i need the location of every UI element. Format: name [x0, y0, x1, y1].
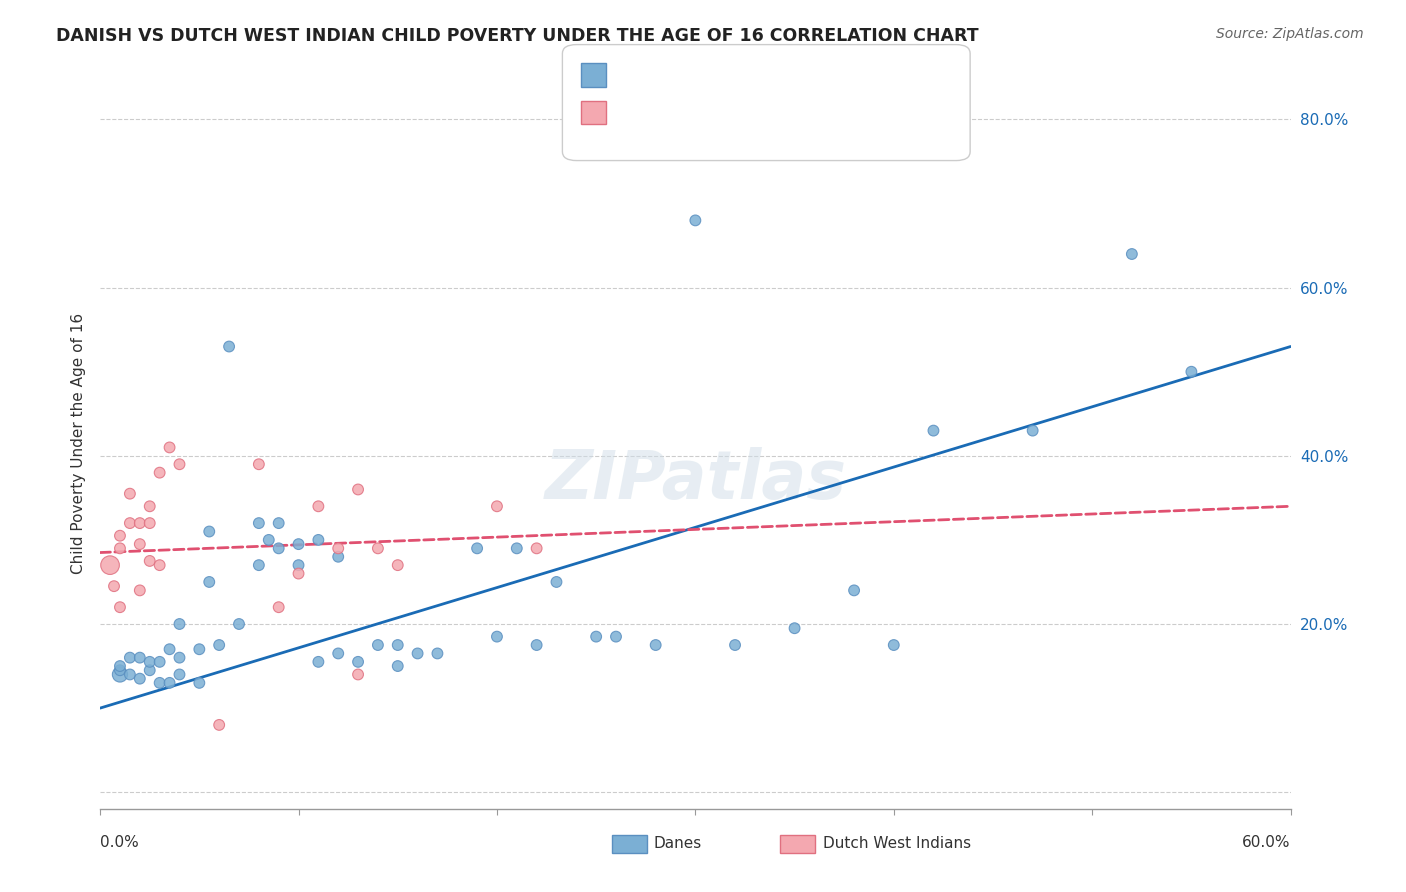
Point: [426, 647, 449, 661]
Point: [169, 667, 191, 681]
Point: [247, 516, 270, 530]
Point: [406, 647, 429, 661]
Text: R = 0.537: R = 0.537: [614, 65, 697, 83]
Point: [1180, 365, 1202, 379]
Point: [685, 213, 707, 227]
Point: [922, 424, 945, 438]
Point: [367, 541, 389, 556]
Point: [118, 667, 141, 681]
Text: 60.0%: 60.0%: [1241, 836, 1291, 850]
Point: [307, 655, 329, 669]
Point: [724, 638, 747, 652]
Point: [287, 558, 309, 573]
Point: [347, 667, 370, 681]
Point: [328, 647, 350, 661]
Point: [138, 655, 160, 669]
Point: [328, 541, 350, 556]
Point: [188, 642, 211, 657]
Point: [128, 672, 150, 686]
Point: [465, 541, 488, 556]
Point: [108, 667, 131, 681]
Point: [128, 650, 150, 665]
Point: [149, 558, 172, 573]
Point: [108, 663, 131, 677]
Point: [128, 516, 150, 530]
Text: N = 29: N = 29: [731, 103, 789, 120]
Point: [118, 516, 141, 530]
Point: [138, 500, 160, 514]
Point: [138, 554, 160, 568]
Point: [98, 558, 121, 573]
Point: [1121, 247, 1143, 261]
Point: [169, 457, 191, 471]
Point: [1021, 424, 1043, 438]
Text: 0.0%: 0.0%: [100, 836, 139, 850]
Point: [198, 524, 221, 539]
Point: [307, 500, 329, 514]
Point: [118, 650, 141, 665]
Point: [267, 600, 290, 615]
Point: [526, 638, 548, 652]
Text: Source: ZipAtlas.com: Source: ZipAtlas.com: [1216, 27, 1364, 41]
Point: [208, 718, 231, 732]
Point: [138, 516, 160, 530]
Point: [218, 339, 240, 353]
Point: [169, 650, 191, 665]
Point: [347, 483, 370, 497]
Point: [287, 566, 309, 581]
Point: [159, 676, 181, 690]
Point: [108, 541, 131, 556]
Point: [108, 659, 131, 673]
Point: [367, 638, 389, 652]
Point: [546, 574, 568, 589]
Point: [188, 676, 211, 690]
Point: [149, 466, 172, 480]
Text: ZIPatlas: ZIPatlas: [544, 447, 846, 513]
Point: [228, 617, 250, 632]
Point: [149, 676, 172, 690]
Point: [485, 500, 508, 514]
Point: [842, 583, 865, 598]
Point: [644, 638, 666, 652]
Point: [159, 642, 181, 657]
Point: [198, 574, 221, 589]
Point: [307, 533, 329, 547]
Point: [128, 583, 150, 598]
Point: [169, 617, 191, 632]
Point: [208, 638, 231, 652]
Point: [138, 663, 160, 677]
Point: [108, 529, 131, 543]
Point: [267, 516, 290, 530]
Point: [883, 638, 905, 652]
Text: Dutch West Indians: Dutch West Indians: [823, 837, 970, 851]
Point: [605, 630, 627, 644]
Point: [485, 630, 508, 644]
Point: [387, 659, 409, 673]
Text: N = 57: N = 57: [731, 65, 789, 83]
Point: [257, 533, 280, 547]
Y-axis label: Child Poverty Under the Age of 16: Child Poverty Under the Age of 16: [72, 313, 86, 574]
Text: DANISH VS DUTCH WEST INDIAN CHILD POVERTY UNDER THE AGE OF 16 CORRELATION CHART: DANISH VS DUTCH WEST INDIAN CHILD POVERT…: [56, 27, 979, 45]
Point: [328, 549, 350, 564]
Point: [506, 541, 529, 556]
Point: [159, 441, 181, 455]
Point: [347, 655, 370, 669]
Point: [387, 558, 409, 573]
Point: [585, 630, 607, 644]
Point: [108, 600, 131, 615]
Point: [526, 541, 548, 556]
Point: [247, 457, 270, 471]
Point: [149, 655, 172, 669]
Point: [128, 537, 150, 551]
Text: R = 0.057: R = 0.057: [614, 103, 697, 120]
Point: [247, 558, 270, 573]
Point: [783, 621, 806, 635]
Point: [387, 638, 409, 652]
Point: [118, 486, 141, 500]
Point: [287, 537, 309, 551]
Point: [267, 541, 290, 556]
Point: [103, 579, 125, 593]
Text: Danes: Danes: [654, 837, 702, 851]
